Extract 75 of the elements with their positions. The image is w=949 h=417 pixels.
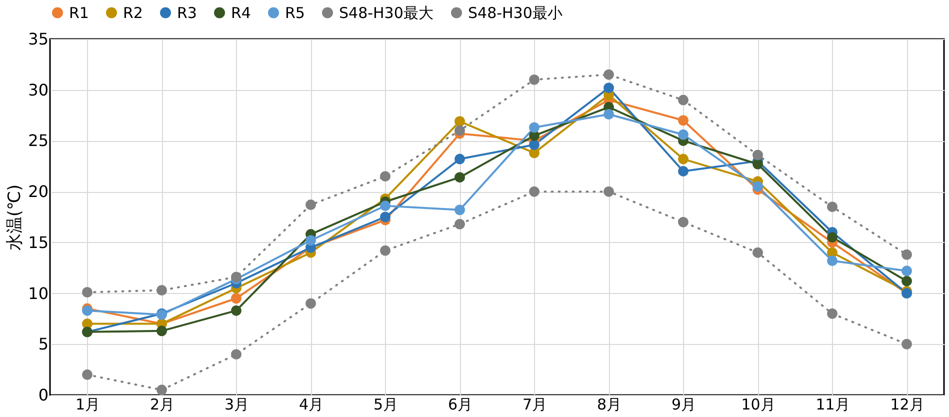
point	[827, 202, 838, 212]
point	[678, 94, 688, 106]
point	[156, 285, 167, 296]
x-tick-label: 7月	[522, 396, 548, 414]
point	[454, 154, 465, 164]
point	[380, 171, 390, 182]
point	[231, 349, 242, 360]
point	[678, 129, 688, 140]
point	[380, 245, 390, 256]
point	[454, 125, 465, 136]
point	[827, 232, 838, 243]
y-tick-label: 30	[28, 80, 48, 100]
legend-label: R3	[177, 4, 197, 22]
point	[306, 235, 316, 246]
point	[902, 276, 912, 286]
point	[752, 247, 763, 258]
point	[752, 158, 763, 170]
point	[529, 74, 540, 85]
x-tick-label: 9月	[671, 396, 696, 414]
point	[306, 298, 316, 309]
point	[902, 266, 912, 276]
point	[156, 326, 167, 336]
point	[827, 256, 838, 266]
point	[454, 116, 465, 127]
x-tick-label: 1月	[75, 396, 100, 414]
legend-label: R5	[285, 4, 305, 22]
point	[678, 115, 688, 126]
y-tick-label: 10	[28, 284, 48, 303]
point	[902, 338, 912, 350]
point	[231, 305, 242, 316]
legend-label: S48-H30最大	[339, 4, 434, 22]
point	[678, 154, 688, 164]
point	[454, 172, 465, 183]
point	[380, 200, 390, 212]
point	[604, 109, 614, 120]
point	[454, 218, 465, 230]
point	[678, 216, 688, 228]
point	[604, 69, 614, 80]
point	[231, 293, 242, 304]
legend-label: S48-H30最小	[468, 4, 562, 22]
y-axis-title: 水温(℃)	[5, 184, 26, 251]
point	[902, 249, 912, 260]
y-tick-label: 0	[38, 386, 48, 404]
point	[678, 166, 688, 176]
point	[380, 212, 390, 222]
legend-label: R4	[231, 4, 251, 22]
point	[529, 186, 540, 197]
point	[604, 82, 614, 94]
y-tick-label: 20	[28, 182, 48, 202]
point	[752, 181, 763, 192]
legend-label: R1	[69, 4, 89, 22]
x-tick-label: 12月	[890, 396, 924, 414]
legend-label: R2	[123, 4, 143, 22]
x-tick-label: 8月	[596, 396, 622, 414]
point	[604, 186, 614, 197]
x-tick-label: 5月	[373, 396, 398, 414]
point	[529, 140, 540, 150]
y-tick-label: 25	[28, 131, 48, 150]
point	[827, 308, 838, 319]
y-tick-label: 5	[38, 334, 48, 354]
y-tick-label: 15	[28, 232, 48, 252]
x-tick-label: 3月	[224, 396, 250, 414]
x-tick-label: 2月	[150, 396, 175, 414]
x-tick-label: 10月	[741, 396, 776, 414]
point	[306, 200, 316, 210]
point	[752, 150, 763, 160]
point	[82, 287, 92, 298]
y-tick-label: 35	[28, 30, 48, 48]
point	[454, 204, 465, 216]
point	[529, 122, 540, 133]
x-tick-label: 4月	[298, 396, 324, 414]
x-tick-label: 11月	[816, 396, 850, 414]
point	[156, 384, 167, 396]
point	[82, 369, 92, 380]
x-tick-label: 6月	[448, 396, 473, 414]
